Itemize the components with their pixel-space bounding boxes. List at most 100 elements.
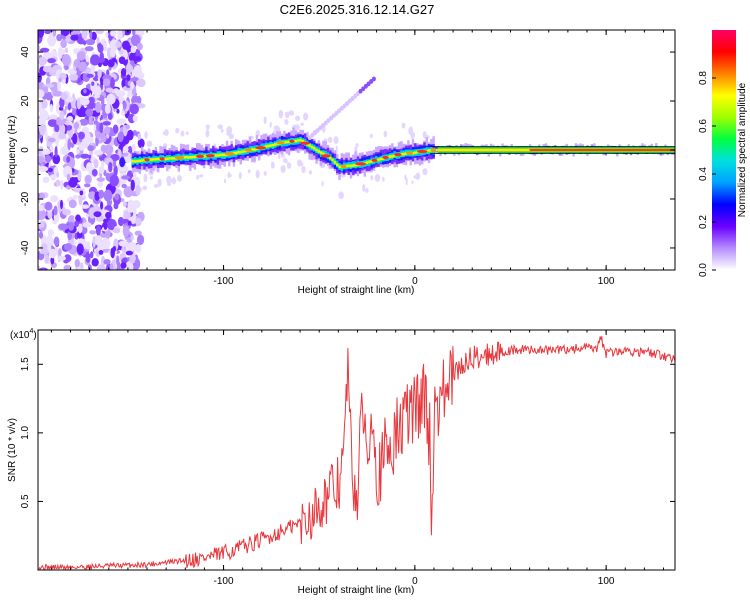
- noise-speckle: [127, 220, 132, 226]
- noise-speckle: [47, 119, 58, 127]
- noise-speckle: [123, 210, 131, 220]
- ridge-cell: [274, 143, 277, 146]
- noise-speckle: [93, 120, 99, 125]
- noise-speckle-faint: [401, 122, 406, 129]
- noise-speckle: [74, 258, 81, 268]
- noise-speckle: [57, 255, 66, 261]
- noise-speckle-faint: [282, 158, 288, 163]
- ridge-cell: [166, 157, 169, 161]
- noise-speckle-faint: [369, 133, 373, 139]
- ridge-cell: [331, 158, 334, 162]
- noise-speckle-faint: [300, 122, 304, 126]
- noise-speckle: [56, 171, 60, 178]
- noise-speckle: [53, 236, 60, 247]
- ridge-cell: [381, 157, 385, 160]
- noise-speckle: [96, 177, 106, 182]
- ridge-peak: [416, 149, 428, 154]
- snr-frame: [37, 329, 676, 571]
- noise-speckle: [72, 133, 78, 145]
- noise-speckle: [60, 92, 68, 100]
- snr-multiplier-exp: 4: [29, 328, 33, 335]
- noise-speckle: [126, 62, 132, 75]
- noise-speckle: [38, 192, 46, 201]
- noise-speckle: [93, 158, 99, 169]
- noise-speckle: [98, 189, 105, 199]
- spectrogram-marks: [38, 30, 675, 270]
- ridge-cell: [336, 163, 339, 166]
- noise-speckle: [87, 145, 95, 152]
- ridge-cell: [232, 151, 236, 155]
- ridge-cell: [310, 145, 314, 149]
- noise-speckle: [97, 69, 102, 79]
- noise-speckle: [90, 54, 101, 66]
- noise-speckle: [122, 145, 129, 153]
- noise-speckle: [125, 124, 130, 130]
- noise-speckle: [81, 204, 90, 209]
- ridge-cell: [393, 154, 396, 157]
- noise-speckle: [136, 42, 143, 51]
- ridge-cell: [338, 165, 341, 169]
- noise-speckle: [88, 114, 93, 126]
- noise-speckle-faint: [227, 173, 232, 178]
- noise-speckle-faint: [327, 136, 333, 144]
- y-tick-label: -20: [20, 191, 31, 206]
- noise-speckle: [79, 97, 90, 106]
- noise-speckle: [66, 115, 74, 122]
- noise-speckle: [38, 267, 48, 270]
- y-tick-label: 0: [20, 147, 31, 153]
- noise-speckle: [110, 47, 116, 58]
- colorbar-tick-label: 0.8: [698, 71, 709, 85]
- noise-speckle: [107, 59, 115, 68]
- noise-speckle: [53, 205, 58, 216]
- ridge-cell: [377, 158, 380, 161]
- noise-speckle: [81, 30, 88, 40]
- ridge-peak: [224, 152, 235, 156]
- noise-speckle: [38, 192, 41, 198]
- noise-speckle: [131, 77, 140, 82]
- snr-panel: -100 0 100 0.5 1.0 1.5 Height of straight li…: [7, 328, 676, 596]
- ridge-cell: [402, 152, 406, 156]
- noise-speckle: [107, 112, 113, 121]
- noise-speckle: [90, 251, 94, 259]
- noise-speckle: [80, 262, 84, 269]
- noise-speckle: [62, 165, 73, 178]
- noise-speckle-faint: [340, 174, 346, 178]
- noise-speckle-faint: [228, 133, 234, 140]
- ridge-cell: [218, 153, 222, 157]
- snr-y-ticks: 0.5 1.0 1.5: [20, 357, 675, 508]
- ridge-cell: [216, 154, 220, 157]
- ridge-peak: [244, 148, 252, 152]
- ridge-cell: [202, 155, 206, 158]
- ridge-cell: [333, 161, 337, 164]
- noise-speckle: [129, 254, 137, 264]
- noise-speckle: [44, 83, 55, 88]
- snr-multiplier-base: (x10: [10, 330, 30, 341]
- noise-speckle: [54, 124, 60, 133]
- noise-speckle: [49, 248, 57, 259]
- ridge-cell: [365, 161, 369, 164]
- ridge-cell: [235, 151, 238, 155]
- ridge-peak: [196, 154, 205, 159]
- noise-speckle: [102, 78, 111, 87]
- ridge-cell: [370, 160, 373, 163]
- noise-speckle: [110, 153, 120, 162]
- noise-speckle-faint: [157, 178, 162, 187]
- noise-speckle-faint: [205, 124, 210, 130]
- noise-speckle: [66, 121, 70, 126]
- noise-speckle: [130, 34, 141, 46]
- ridge-cell: [322, 152, 325, 156]
- ridge-cell: [269, 144, 272, 147]
- noise-speckle-faint: [278, 153, 281, 160]
- y-tick-label: 1.0: [20, 425, 31, 439]
- ridge-peak: [205, 154, 215, 158]
- noise-speckle: [54, 146, 58, 158]
- noise-speckle: [78, 195, 83, 206]
- x-tick-label: -100: [214, 276, 234, 287]
- noise-speckle: [52, 30, 57, 37]
- noise-speckle: [132, 129, 138, 136]
- ridge-cell: [285, 140, 288, 144]
- noise-speckle: [58, 248, 62, 256]
- noise-speckle: [130, 45, 137, 54]
- noise-speckle: [130, 179, 135, 191]
- ridge-cell: [173, 157, 176, 160]
